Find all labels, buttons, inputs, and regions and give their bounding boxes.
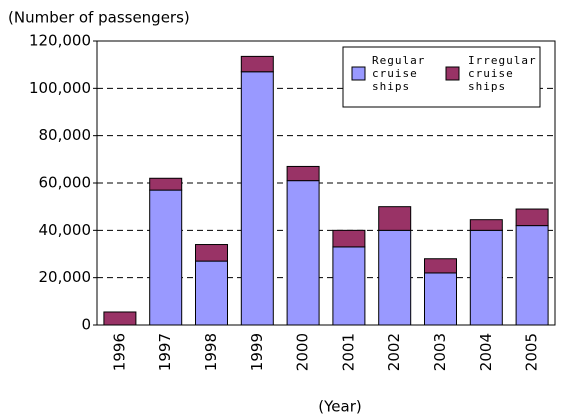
bar-segment bbox=[469, 219, 503, 231]
bar-segment bbox=[424, 272, 457, 326]
bar-segment bbox=[103, 311, 137, 326]
bar-segment bbox=[469, 229, 503, 326]
plot-frame bbox=[96, 40, 556, 326]
x-tick-label: 2003 bbox=[431, 333, 449, 371]
x-tick-label: 2002 bbox=[385, 333, 403, 371]
y-tick-label: 20,000 bbox=[39, 268, 92, 286]
legend-label: Irregular cruise ships bbox=[468, 54, 537, 93]
bar-segment bbox=[240, 55, 274, 73]
x-tick-label: 2004 bbox=[477, 333, 495, 371]
bar-segment bbox=[378, 229, 412, 326]
legend-swatch bbox=[351, 66, 366, 81]
x-tick-label: 1998 bbox=[202, 333, 220, 371]
legend-label: Regular cruise ships bbox=[372, 54, 426, 93]
x-tick-label: 2005 bbox=[523, 333, 541, 371]
bar-segment bbox=[332, 246, 366, 326]
bar-segment bbox=[424, 258, 457, 274]
y-tick-label: 80,000 bbox=[39, 126, 92, 144]
bar-segment bbox=[240, 71, 274, 326]
bar-segment bbox=[195, 260, 228, 326]
legend-swatch bbox=[445, 66, 460, 81]
bar-segment bbox=[149, 189, 183, 326]
bar-segment bbox=[515, 208, 549, 227]
y-tick-label: 100,000 bbox=[29, 79, 91, 97]
bar-segment bbox=[149, 177, 183, 191]
y-axis-label: (Number of passengers) bbox=[8, 9, 190, 27]
x-tick-label: 2000 bbox=[294, 333, 312, 371]
bar-segment bbox=[286, 165, 320, 182]
bar-segment bbox=[286, 180, 320, 326]
x-tick-label: 1997 bbox=[156, 333, 174, 371]
bar-segment bbox=[195, 244, 228, 262]
legend-box bbox=[342, 46, 541, 108]
x-axis-label: (Year) bbox=[318, 398, 361, 416]
x-tick-label: 1999 bbox=[248, 333, 266, 371]
x-tick-label: 2001 bbox=[339, 333, 357, 371]
y-tick-label: 40,000 bbox=[39, 221, 92, 239]
y-tick-label: 0 bbox=[81, 316, 91, 334]
bar-segment bbox=[515, 225, 549, 326]
bar-segment bbox=[378, 206, 412, 231]
y-tick-label: 120,000 bbox=[29, 32, 91, 50]
y-tick-label: 60,000 bbox=[39, 174, 92, 192]
x-tick-label: 1996 bbox=[110, 333, 128, 371]
bar-segment bbox=[332, 229, 366, 248]
